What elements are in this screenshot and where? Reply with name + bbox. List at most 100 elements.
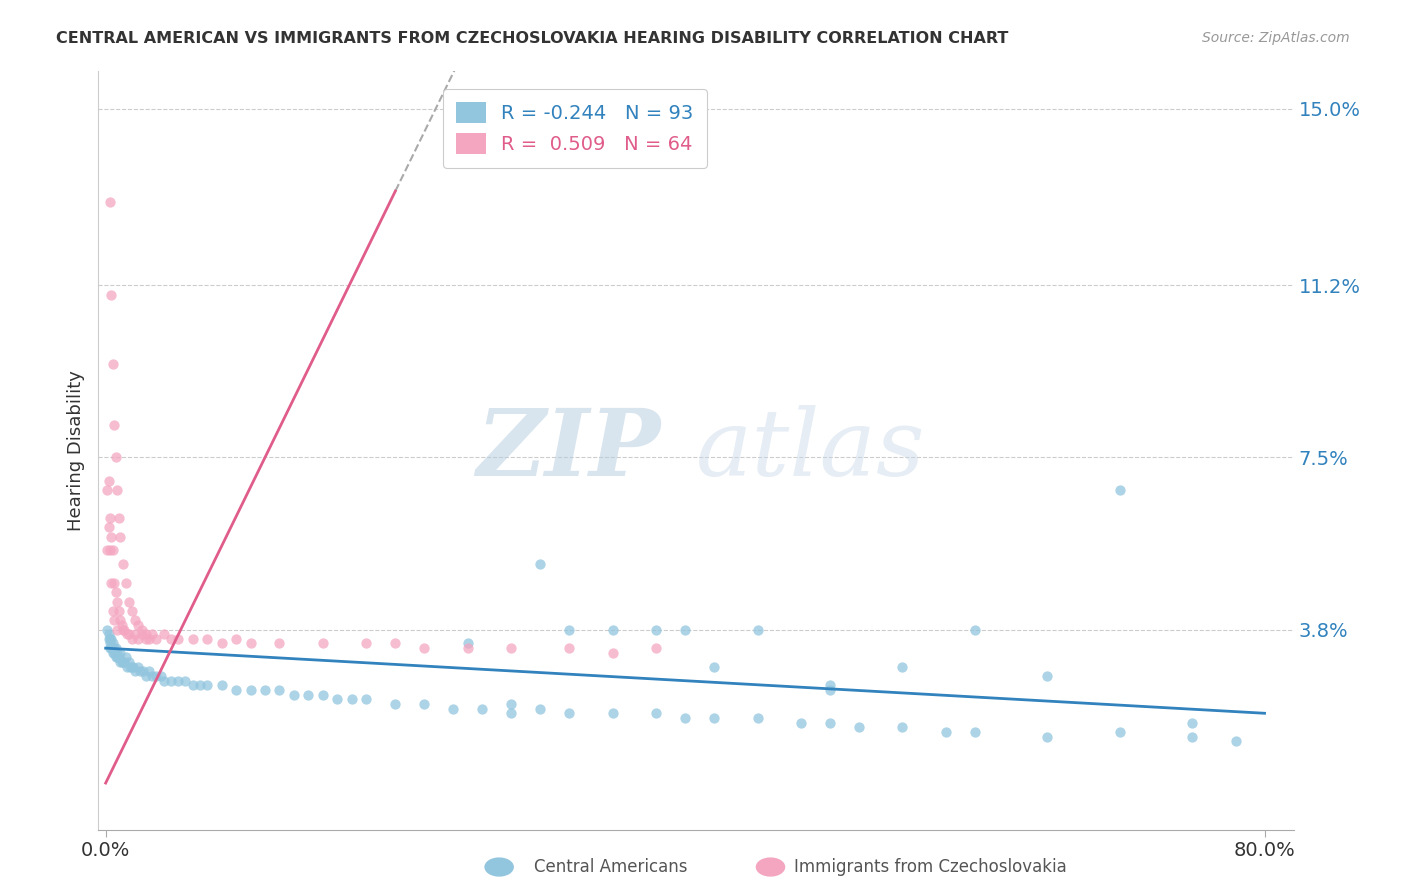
Point [98, 194, 121, 209]
Point [108, 529, 131, 543]
Point [145, 669, 167, 683]
Point [120, 659, 142, 673]
Point [501, 706, 523, 721]
Point [101, 636, 124, 650]
Point [174, 673, 197, 688]
Point [104, 450, 127, 465]
Point [101, 646, 124, 660]
Point [105, 483, 128, 497]
Point [673, 623, 696, 637]
Point [963, 724, 986, 739]
Point [97, 520, 120, 534]
Point [160, 632, 183, 646]
Point [558, 706, 581, 721]
Point [848, 720, 870, 734]
Point [602, 623, 624, 637]
Point [645, 706, 668, 721]
Text: Central Americans: Central Americans [534, 858, 688, 876]
Point [1036, 730, 1059, 744]
Point [211, 678, 233, 692]
Point [135, 632, 157, 646]
Point [703, 711, 725, 725]
Point [124, 613, 146, 627]
Point [673, 711, 696, 725]
Point [167, 632, 190, 646]
Point [818, 678, 841, 692]
Point [107, 650, 129, 665]
Point [127, 618, 149, 632]
Point [195, 632, 218, 646]
Text: atlas: atlas [696, 406, 925, 495]
Point [152, 627, 174, 641]
Point [747, 623, 769, 637]
Point [181, 678, 204, 692]
Point [114, 655, 136, 669]
Point [112, 623, 135, 637]
Point [103, 613, 125, 627]
Point [558, 641, 581, 656]
Point [117, 627, 139, 641]
Point [131, 623, 153, 637]
Point [103, 417, 125, 432]
Point [96, 543, 118, 558]
Point [167, 673, 190, 688]
Point [160, 673, 183, 688]
Text: CENTRAL AMERICAN VS IMMIGRANTS FROM CZECHOSLOVAKIA HEARING DISABILITY CORRELATIO: CENTRAL AMERICAN VS IMMIGRANTS FROM CZEC… [56, 31, 1008, 46]
Point [96, 483, 118, 497]
Point [101, 358, 124, 372]
Point [100, 632, 122, 646]
Point [107, 511, 129, 525]
Point [115, 650, 138, 665]
Point [356, 636, 378, 650]
Point [703, 659, 725, 673]
Point [103, 646, 125, 660]
Point [297, 688, 319, 702]
Point [818, 683, 841, 698]
Point [457, 636, 479, 650]
Point [97, 474, 120, 488]
Point [105, 623, 128, 637]
Point [105, 594, 128, 608]
Point [121, 632, 143, 646]
Point [121, 659, 143, 673]
Point [326, 692, 349, 706]
Point [108, 613, 131, 627]
Point [501, 641, 523, 656]
Point [107, 604, 129, 618]
Point [413, 697, 436, 711]
Point [312, 636, 335, 650]
Point [101, 543, 124, 558]
Point [340, 692, 363, 706]
Point [100, 287, 122, 301]
Point [225, 632, 247, 646]
Point [253, 683, 276, 698]
Point [188, 678, 211, 692]
Point [122, 659, 145, 673]
Point [127, 659, 149, 673]
Point [529, 558, 551, 572]
Point [103, 576, 125, 591]
Point [115, 576, 138, 591]
Point [149, 669, 172, 683]
Point [1108, 483, 1130, 497]
Point [891, 720, 914, 734]
Point [98, 636, 121, 650]
Point [413, 641, 436, 656]
Point [104, 585, 127, 599]
Point [132, 665, 155, 679]
Point [112, 655, 135, 669]
Point [124, 665, 146, 679]
Point [1181, 730, 1204, 744]
Point [441, 701, 464, 715]
Point [98, 511, 121, 525]
Point [818, 715, 841, 730]
Point [141, 627, 163, 641]
Point [110, 618, 132, 632]
Point [1181, 715, 1204, 730]
Point [141, 669, 163, 683]
Point [935, 724, 957, 739]
Point [114, 623, 136, 637]
Point [558, 623, 581, 637]
Point [103, 641, 125, 656]
Point [269, 636, 291, 650]
